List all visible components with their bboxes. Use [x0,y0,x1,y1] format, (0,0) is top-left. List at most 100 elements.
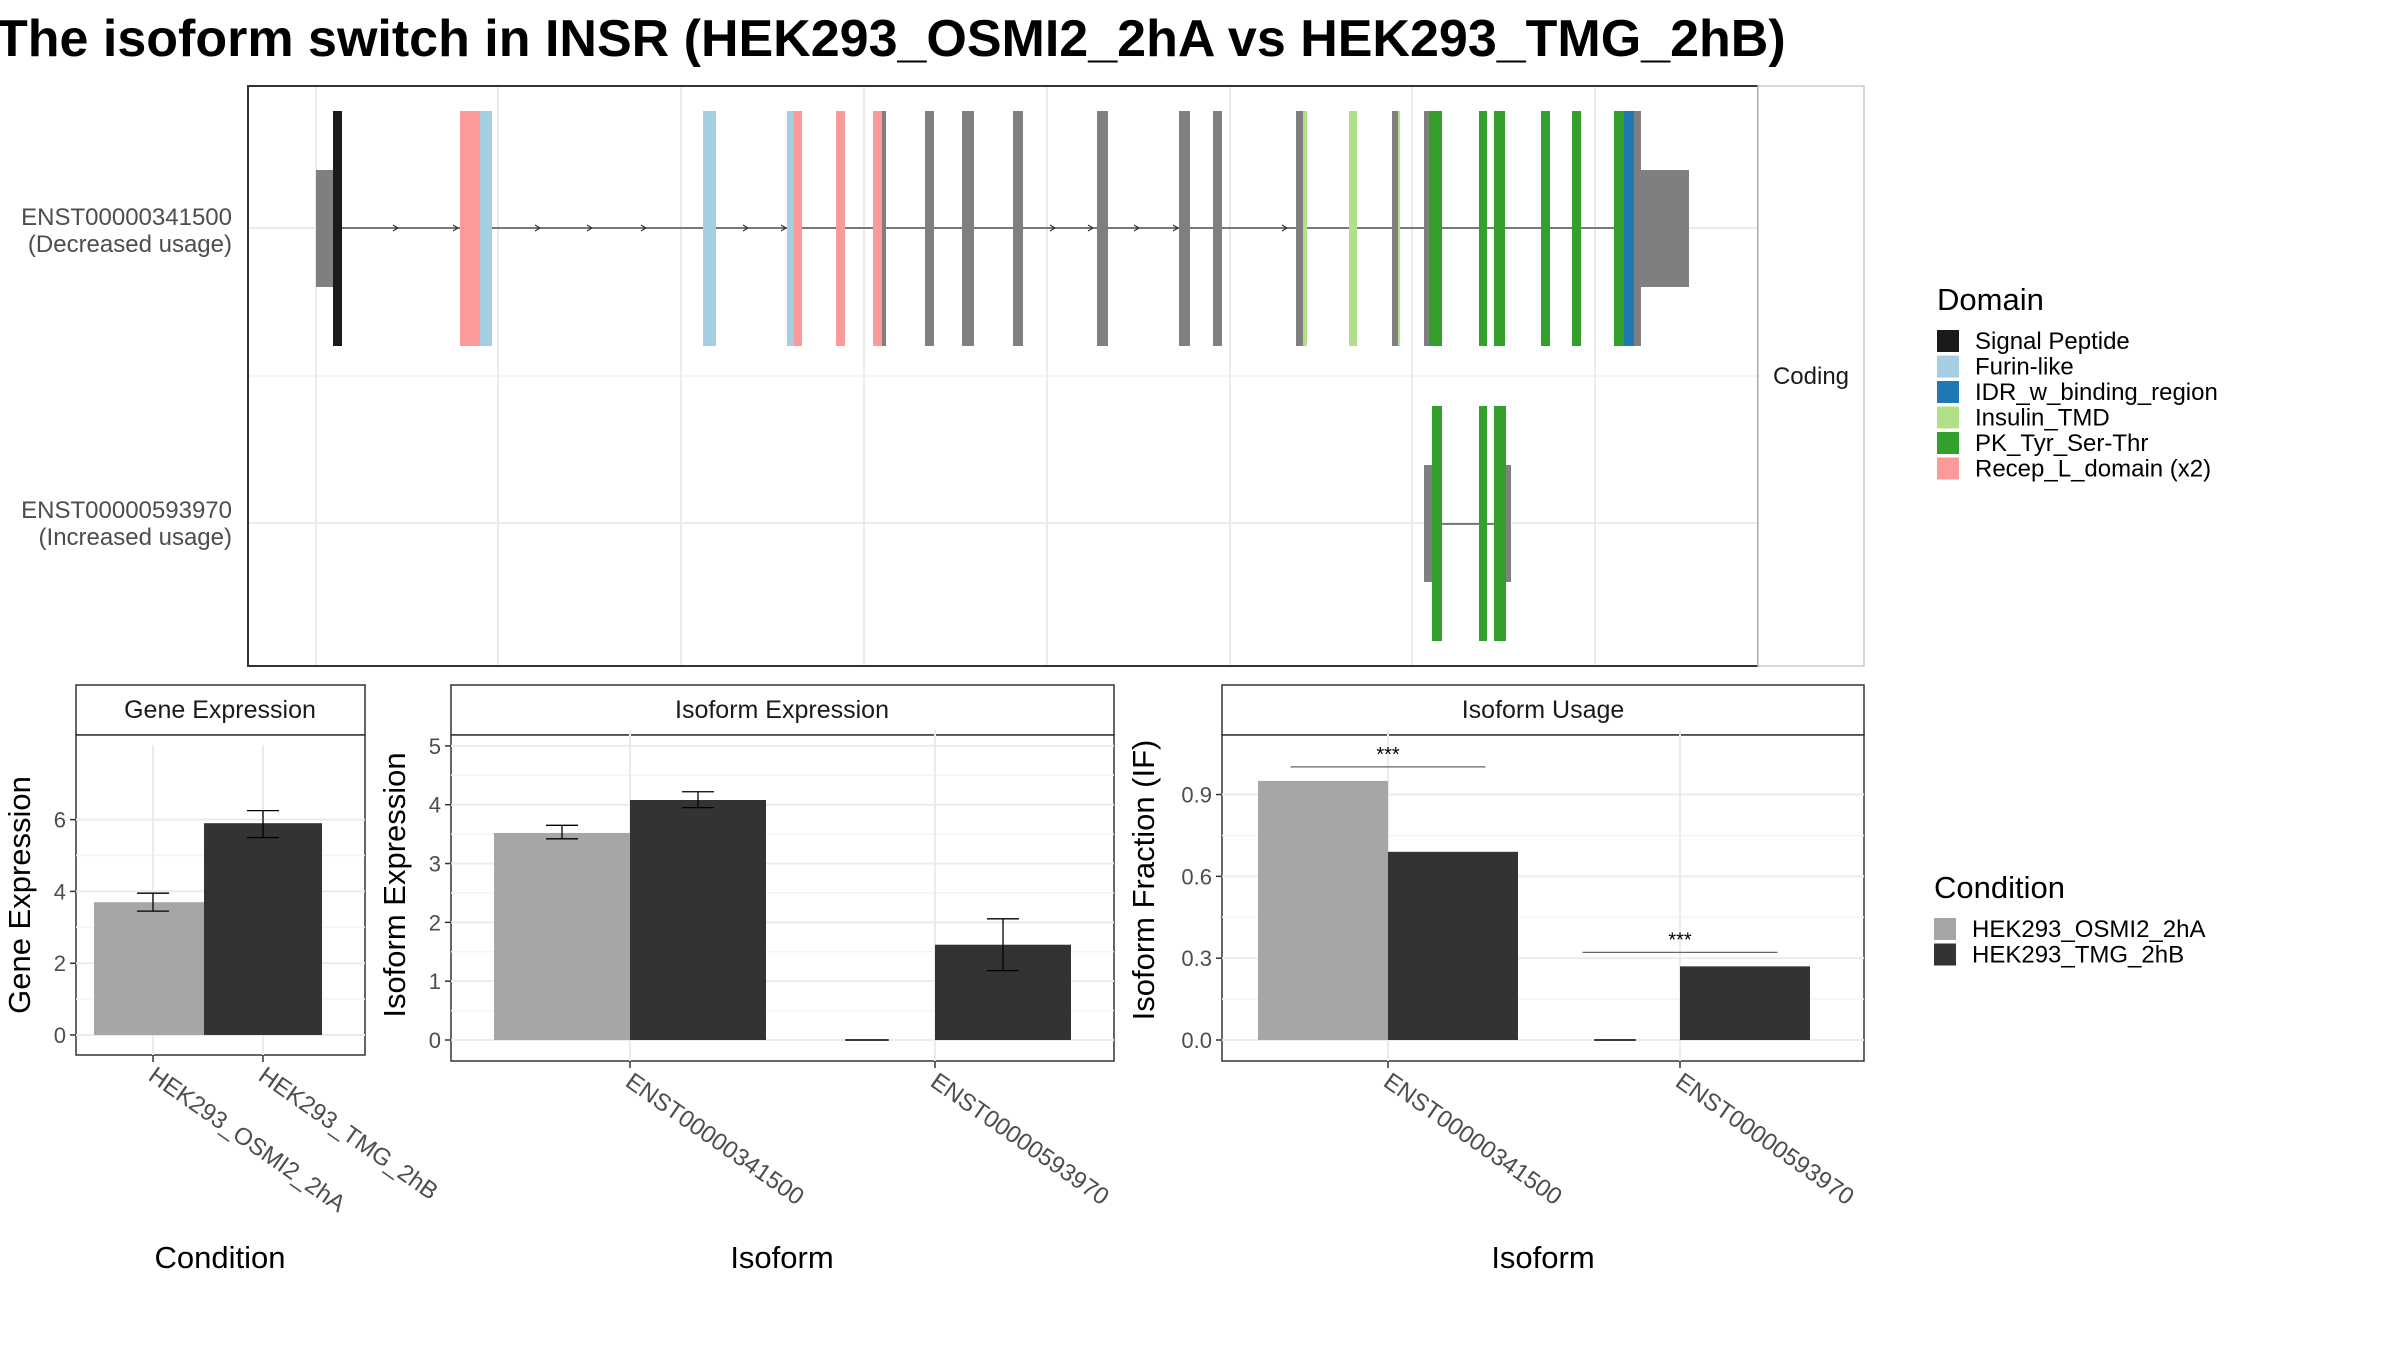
structure-panel: Coding ENST00000341500 (Decreased usage)… [21,85,1865,667]
exon-block [480,111,492,346]
utr-block [1503,465,1511,582]
intron-arrow [742,224,750,232]
exon-block [794,111,802,346]
intron-arrow [452,224,460,232]
isoform-expression-title: Isoform Expression [675,696,889,724]
exon-block [1429,111,1442,346]
condition-legend-title: Condition [1934,870,2065,905]
utr-block [1635,170,1689,287]
exon-block [1349,111,1357,346]
transcript-label-1-usage: (Decreased usage) [28,231,232,258]
y-tick-label: 0.0 [1181,1028,1212,1053]
exon-block [1634,111,1641,346]
y-tick-label: 5 [429,734,441,759]
condition-legend-label: HEK293_OSMI2_2hA [1972,916,2205,943]
intron-arrow [586,224,594,232]
y-tick-label: 0 [429,1028,441,1053]
exon-block [836,111,845,346]
y-tick-label: 6 [54,808,66,833]
exon-block [925,111,934,346]
bar [1680,966,1810,1040]
intron-arrow [534,224,542,232]
domain-legend-label: IDR_w_binding_region [1975,379,2218,406]
exon-block [703,111,716,346]
isoform-usage-title: Isoform Usage [1462,696,1625,724]
y-tick-label: 0 [54,1023,66,1048]
exon-block [1013,111,1023,346]
exon-block [882,111,886,346]
domain-legend-label: Insulin_TMD [1975,405,2110,432]
condition-legend-key [1934,943,1956,966]
utr-block [1424,465,1434,582]
exon-block [333,111,342,346]
x-tick-label: HEK293_OSMI2_2hA [144,1062,351,1218]
x-tick-label: ENST00000341500 [1379,1068,1567,1211]
domain-legend-title: Domain [1937,282,2044,317]
exon-block [1392,111,1398,346]
y-tick-label: 4 [429,793,441,818]
domain-legend-key [1937,355,1959,378]
y-tick-label: 1 [429,969,441,994]
exon-block [1541,111,1550,346]
exon-block [1572,111,1581,346]
y-tick-label: 0.9 [1181,783,1212,808]
y-tick-label: 3 [429,852,441,877]
x-tick-label: ENST00000593970 [926,1068,1114,1211]
transcript-label-2-id: ENST00000593970 [21,497,232,524]
domain-legend-label: Furin-like [1975,354,2074,381]
exon-block [1296,111,1303,346]
intron-arrow [1281,224,1289,232]
condition-legend-label: HEK293_TMG_2hB [1972,942,2184,969]
domain-legend: Domain Signal PeptideFurin-likeIDR_w_bin… [1937,282,2218,483]
bar [94,902,212,1035]
structure-exons [316,111,1689,641]
exon-block [1479,111,1487,346]
exon-block [787,111,794,346]
domain-legend-key [1937,406,1959,429]
significance-label: *** [1376,744,1400,766]
transcript-label-1-id: ENST00000341500 [21,204,232,231]
domain-legend-key [1937,432,1959,454]
exon-block [1624,111,1634,346]
bar [1388,851,1518,1040]
y-tick-label: 2 [54,951,66,976]
intron-arrow [1133,224,1141,232]
exon-block [460,111,468,346]
intron-arrow [640,224,648,232]
exon-block [1479,406,1487,641]
exon-block [1424,111,1429,346]
domain-legend-label: Signal Peptide [1975,328,2130,355]
domain-legend-label: PK_Tyr_Ser-Thr [1975,430,2148,457]
facet-label-coding: Coding [1773,363,1849,390]
domain-legend-label: Recep_L_domain (x2) [1975,456,2211,483]
exon-block [873,111,882,346]
exon-block [1614,111,1624,346]
isoform-expression-ylabel: Isoform Expression [377,752,412,1017]
bar [204,823,322,1035]
exon-block [1398,111,1400,346]
gene-expression-title: Gene Expression [124,696,316,724]
gene-expression-xlabel: Condition [155,1240,286,1275]
exon-block [1213,111,1222,346]
isoform-usage-panel: Isoform Usage 0.0 0.3 0.6 0.9 *** *** ENST0000… [1126,684,1865,1275]
x-tick-label: ENST00000341500 [621,1068,809,1211]
bar [494,832,630,1040]
y-tick-label: 0.6 [1181,864,1212,889]
x-tick-label: ENST00000593970 [1671,1068,1859,1211]
intron-arrow [780,224,788,232]
exon-block [1303,111,1307,346]
exon-block [1179,111,1190,346]
exon-block [1097,111,1108,346]
intron-arrow [1087,224,1095,232]
bar [630,800,766,1040]
domain-legend-key [1937,457,1959,480]
intron-arrow [392,224,400,232]
bar [1258,780,1388,1040]
condition-legend-key [1934,918,1956,940]
domain-legend-key [1937,381,1959,403]
domain-legend-key [1937,330,1959,352]
exon-block [1494,406,1506,641]
exon-block [468,111,480,346]
